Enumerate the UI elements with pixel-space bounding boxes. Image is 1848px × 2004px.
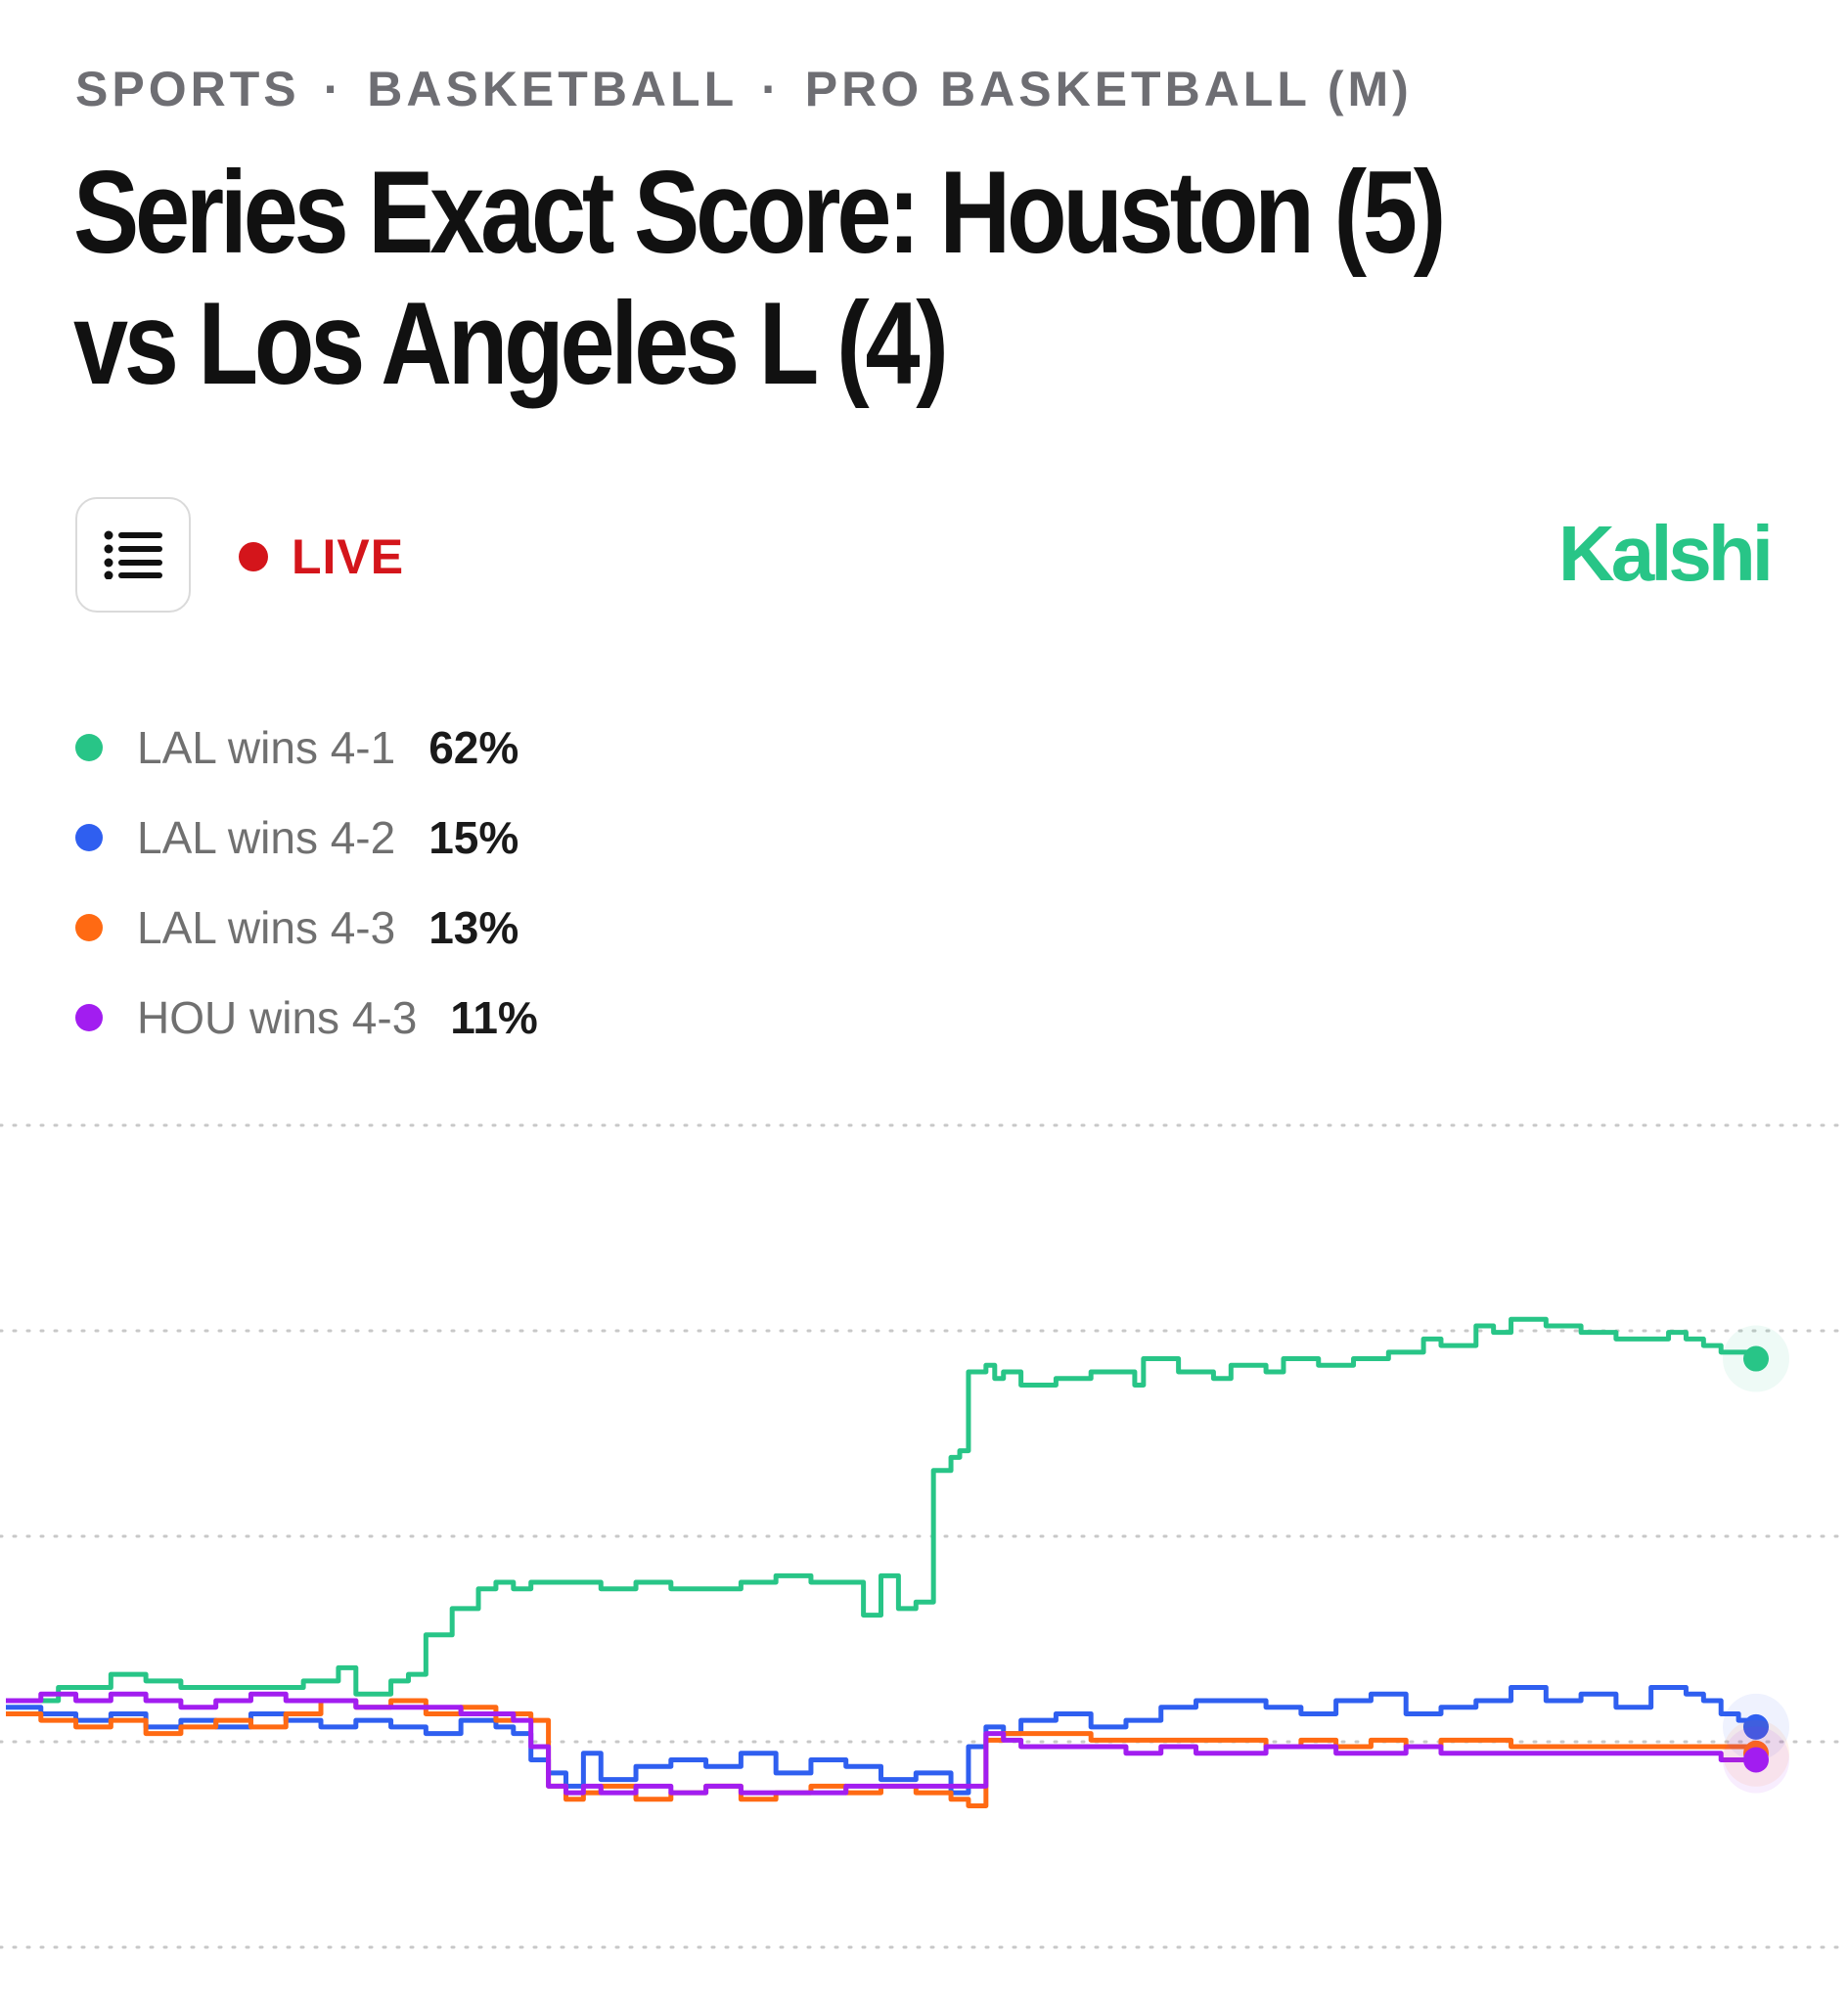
line-chart[interactable]: [0, 1106, 1848, 1986]
breadcrumb-separator: ·: [761, 62, 782, 116]
legend-label: LAL wins 4-2: [137, 812, 396, 863]
endpoint-marker[interactable]: [1743, 1345, 1769, 1372]
legend-value: 62%: [428, 722, 519, 773]
series-line-lal-wins-4-1: [6, 1316, 1759, 1704]
legend-dot: [75, 734, 103, 761]
legend-value: 11%: [450, 992, 538, 1043]
list-icon: [104, 530, 162, 579]
series-line-lal-wins-4-3: [6, 1698, 1759, 1809]
legend-value: 13%: [428, 902, 519, 953]
legend-label: LAL wins 4-1: [137, 722, 396, 773]
legend-label: LAL wins 4-3: [137, 902, 396, 953]
endpoint-marker[interactable]: [1743, 1713, 1769, 1740]
menu-button[interactable]: [75, 497, 191, 613]
series-line-hou-wins-4-3: [6, 1691, 1756, 1796]
legend-item: HOU wins 4-3 11%: [75, 973, 538, 1063]
legend-item: LAL wins 4-2 15%: [75, 793, 538, 883]
breadcrumb-item-sports[interactable]: SPORTS: [75, 62, 300, 116]
legend-item: LAL wins 4-1 62%: [75, 703, 538, 793]
legend-dot: [75, 824, 103, 851]
page-title: Series Exact Score: Houston (5) vs Los A…: [73, 147, 1446, 409]
series-line-lal-wins-4-2: [6, 1685, 1759, 1796]
live-label: LIVE: [292, 529, 405, 584]
legend-label: HOU wins 4-3: [137, 992, 418, 1043]
breadcrumb: SPORTS · BASKETBALL · PRO BASKETBALL (M): [75, 61, 1413, 117]
legend-dot: [75, 1004, 103, 1031]
breadcrumb-separator: ·: [323, 62, 344, 116]
legend-dot: [75, 914, 103, 941]
legend-value: 15%: [428, 812, 519, 863]
live-indicator: LIVE: [239, 528, 404, 585]
chart-legend: LAL wins 4-1 62% LAL wins 4-2 15% LAL wi…: [75, 703, 538, 1063]
breadcrumb-item-pro-basketball[interactable]: PRO BASKETBALL (M): [804, 62, 1413, 116]
breadcrumb-item-basketball[interactable]: BASKETBALL: [367, 62, 739, 116]
brand-logo[interactable]: Kalshi: [1557, 510, 1774, 597]
endpoint-marker[interactable]: [1743, 1747, 1769, 1773]
live-dot-icon: [239, 542, 268, 571]
legend-item: LAL wins 4-3 13%: [75, 883, 538, 973]
